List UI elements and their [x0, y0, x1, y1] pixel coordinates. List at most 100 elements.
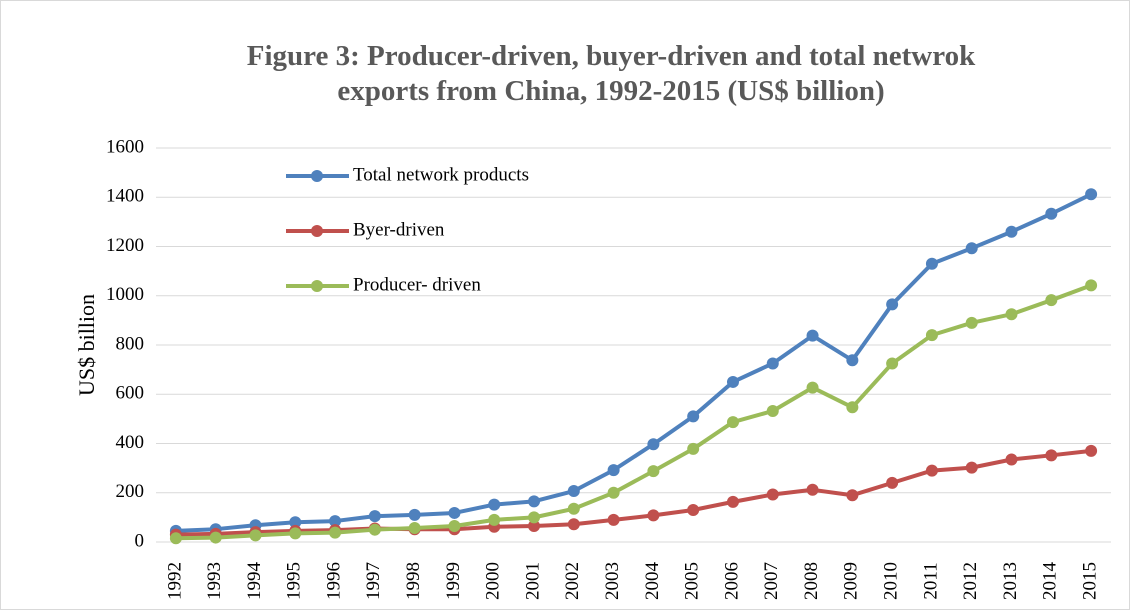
- legend-marker: [311, 170, 323, 182]
- point: [965, 461, 978, 474]
- x-tick-label: 1993: [204, 562, 225, 600]
- chart-title: Figure 3: Producer-driven, buyer-driven …: [246, 40, 976, 107]
- y-tick-label: 800: [116, 333, 145, 354]
- x-tick-label: 2005: [682, 562, 703, 600]
- point: [846, 354, 859, 367]
- point: [726, 416, 739, 429]
- point: [806, 329, 819, 342]
- point: [329, 526, 342, 539]
- x-tick-label: 1998: [403, 562, 424, 600]
- point: [289, 527, 302, 540]
- x-tick-label: 2015: [1079, 562, 1100, 600]
- x-tick-label: 1992: [164, 562, 185, 600]
- x-tick-label: 2000: [483, 562, 504, 600]
- point: [647, 465, 660, 478]
- y-axis-label: US$ billion: [74, 294, 99, 396]
- point: [1085, 444, 1098, 457]
- y-tick-label: 0: [135, 530, 145, 551]
- x-tick-label: 2007: [761, 562, 782, 600]
- point: [1085, 188, 1098, 201]
- point: [925, 329, 938, 342]
- x-tick-label: 2006: [721, 562, 742, 600]
- x-tick-label: 1996: [323, 562, 344, 600]
- point: [647, 509, 660, 522]
- point: [289, 516, 302, 529]
- point: [528, 511, 541, 524]
- x-tick-label: 1995: [284, 562, 305, 600]
- legend-label: Byer-driven: [353, 219, 445, 240]
- point: [448, 519, 461, 532]
- point: [488, 498, 501, 511]
- point: [249, 529, 262, 542]
- point: [886, 298, 899, 311]
- point: [806, 483, 819, 496]
- point: [448, 506, 461, 519]
- point: [965, 316, 978, 329]
- x-tick-label: 1999: [443, 562, 464, 600]
- point: [647, 438, 660, 451]
- point: [408, 508, 421, 521]
- point: [607, 486, 620, 499]
- point: [846, 489, 859, 502]
- series-line: [175, 192, 1092, 533]
- point: [687, 442, 700, 455]
- legend-label: Total network products: [353, 164, 529, 185]
- point: [329, 515, 342, 528]
- point: [567, 502, 580, 515]
- point: [925, 257, 938, 270]
- y-tick-label: 600: [116, 383, 145, 404]
- point: [965, 242, 978, 255]
- x-tick-label: 2001: [522, 562, 543, 600]
- point: [1045, 294, 1058, 307]
- x-tick-label: 2009: [841, 562, 862, 600]
- x-tick-label: 2013: [1000, 562, 1021, 600]
- point: [766, 488, 779, 501]
- point: [726, 375, 739, 388]
- x-tick-label: 2014: [1040, 562, 1061, 601]
- x-tick-label: 2008: [801, 562, 822, 600]
- point: [687, 410, 700, 423]
- point: [169, 532, 182, 545]
- point: [528, 495, 541, 508]
- x-tick-label: 2003: [602, 562, 623, 600]
- point: [886, 476, 899, 489]
- point: [607, 513, 620, 526]
- x-tick-label: 2011: [920, 562, 941, 599]
- point: [567, 485, 580, 498]
- point: [1045, 207, 1058, 220]
- point: [806, 381, 819, 394]
- y-tick-label: 1000: [106, 284, 144, 305]
- point: [528, 519, 541, 532]
- y-tick-label: 200: [116, 481, 145, 502]
- point: [886, 357, 899, 370]
- series-line: [175, 448, 1092, 537]
- point: [209, 531, 222, 544]
- x-tick-label: 2010: [881, 562, 902, 600]
- point: [1005, 225, 1018, 238]
- point: [766, 357, 779, 370]
- point: [1085, 279, 1098, 292]
- point: [925, 464, 938, 477]
- x-tick-label: 2002: [562, 562, 583, 600]
- point: [368, 510, 381, 523]
- point: [368, 523, 381, 536]
- point: [1005, 308, 1018, 321]
- point: [726, 495, 739, 508]
- legend-marker: [311, 280, 323, 292]
- x-tick-label: 1994: [244, 562, 265, 601]
- point: [488, 513, 501, 526]
- legend-label: Producer- driven: [353, 274, 481, 295]
- y-tick-label: 1600: [106, 136, 144, 157]
- x-tick-label: 2012: [960, 562, 981, 600]
- y-tick-label: 400: [116, 432, 145, 453]
- y-tick-label: 1400: [106, 186, 144, 207]
- point: [1005, 453, 1018, 466]
- y-tick-label: 1200: [106, 235, 144, 256]
- point: [1045, 449, 1058, 462]
- point: [846, 401, 859, 414]
- point: [766, 404, 779, 417]
- point: [408, 521, 421, 534]
- point: [687, 503, 700, 516]
- series-line: [175, 283, 1092, 541]
